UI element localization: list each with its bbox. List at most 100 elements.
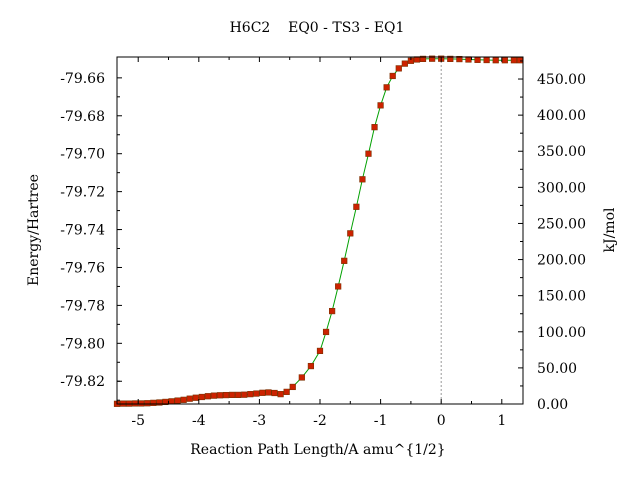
data-point-marker bbox=[483, 56, 490, 64]
data-point-marker bbox=[341, 257, 348, 264]
y2-axis-label: kJ/mol bbox=[602, 207, 618, 253]
data-point bbox=[516, 57, 524, 64]
data-point bbox=[395, 65, 402, 72]
x-tick-label: -4 bbox=[192, 413, 206, 429]
data-point bbox=[413, 56, 421, 63]
data-point bbox=[277, 391, 284, 398]
data-point-marker bbox=[210, 392, 218, 399]
data-point bbox=[138, 400, 145, 407]
data-point bbox=[174, 397, 181, 404]
data-point-marker bbox=[168, 398, 175, 405]
data-point bbox=[316, 347, 324, 355]
data-point bbox=[456, 55, 463, 63]
chart-title: H6C2 EQ0 - TS3 - EQ1 bbox=[230, 20, 405, 36]
x-tick-label: -2 bbox=[313, 413, 327, 429]
data-point-marker bbox=[401, 60, 408, 67]
data-point-marker bbox=[132, 400, 139, 407]
data-point bbox=[429, 55, 436, 62]
data-point-marker bbox=[510, 57, 518, 64]
data-point-marker bbox=[492, 57, 499, 64]
data-point-marker bbox=[271, 389, 278, 397]
data-point bbox=[180, 396, 187, 403]
data-point bbox=[377, 102, 384, 109]
data-point-marker bbox=[192, 394, 199, 401]
data-point bbox=[447, 55, 454, 62]
data-point bbox=[204, 393, 211, 400]
y2-tick-label: 400.00 bbox=[537, 108, 586, 124]
data-point bbox=[474, 56, 481, 63]
data-point-marker bbox=[365, 150, 372, 157]
data-point-marker bbox=[447, 55, 454, 62]
data-point bbox=[341, 257, 348, 264]
data-point bbox=[322, 328, 330, 336]
y-tick-label: -79.70 bbox=[60, 147, 105, 163]
data-point-marker bbox=[353, 203, 360, 210]
data-point bbox=[401, 60, 408, 67]
data-point bbox=[222, 391, 230, 399]
data-point bbox=[259, 389, 266, 396]
data-point bbox=[253, 390, 260, 397]
data-point bbox=[241, 391, 248, 398]
data-point bbox=[156, 399, 163, 406]
data-point-marker bbox=[347, 230, 354, 237]
data-point bbox=[329, 307, 336, 315]
data-point-marker bbox=[277, 391, 284, 398]
data-point bbox=[365, 150, 372, 157]
y-tick-label: -79.76 bbox=[60, 260, 105, 276]
y-tick-label: -79.72 bbox=[60, 185, 105, 201]
data-point bbox=[192, 394, 199, 401]
data-point-marker bbox=[156, 399, 163, 406]
data-point-marker bbox=[216, 392, 224, 399]
data-point-marker bbox=[241, 391, 248, 398]
x-tick-label: 1 bbox=[497, 413, 506, 429]
data-point-marker bbox=[283, 388, 290, 395]
data-point bbox=[247, 391, 254, 398]
data-point-marker bbox=[265, 389, 272, 396]
data-point-marker bbox=[180, 396, 187, 403]
data-point-marker bbox=[413, 56, 421, 63]
data-point-marker bbox=[419, 55, 427, 62]
data-point bbox=[383, 84, 390, 91]
y2-tick-label: 150.00 bbox=[537, 289, 586, 305]
data-point bbox=[335, 283, 342, 290]
data-point bbox=[353, 203, 360, 210]
y2-tick-label: 100.00 bbox=[537, 325, 586, 341]
data-point bbox=[359, 176, 366, 183]
data-point bbox=[283, 388, 290, 395]
y-tick-label: -79.80 bbox=[60, 336, 105, 352]
data-point-marker bbox=[456, 55, 463, 63]
data-point bbox=[289, 383, 296, 391]
data-point bbox=[307, 362, 315, 370]
data-point-marker bbox=[316, 347, 324, 355]
y2-tick-label: 50.00 bbox=[537, 361, 577, 377]
data-point-marker bbox=[253, 390, 260, 397]
data-point bbox=[186, 395, 193, 402]
data-point-marker bbox=[307, 362, 315, 370]
data-point bbox=[150, 399, 157, 406]
x-axis-label: Reaction Path Length/A amu^{1/2} bbox=[190, 442, 445, 458]
data-point bbox=[210, 392, 218, 399]
data-point-marker bbox=[359, 176, 366, 183]
data-point-marker bbox=[329, 307, 336, 315]
data-point-marker bbox=[138, 400, 145, 407]
data-point bbox=[371, 124, 378, 131]
data-point bbox=[492, 57, 499, 64]
data-point-marker bbox=[389, 72, 396, 80]
data-point bbox=[235, 391, 242, 398]
data-point bbox=[132, 400, 139, 407]
x-tick-label: -5 bbox=[131, 413, 145, 429]
data-point bbox=[347, 230, 354, 237]
x-tick-label: 0 bbox=[437, 413, 446, 429]
y-tick-label: -79.66 bbox=[60, 71, 105, 87]
data-point-marker bbox=[247, 391, 254, 398]
data-point-marker bbox=[186, 395, 193, 402]
data-point-marker bbox=[335, 283, 342, 290]
data-point bbox=[510, 57, 518, 64]
data-point bbox=[144, 400, 151, 407]
y2-tick-label: 350.00 bbox=[537, 144, 586, 160]
data-point-marker bbox=[150, 399, 157, 406]
data-point-marker bbox=[429, 55, 436, 62]
y2-tick-label: 450.00 bbox=[537, 72, 586, 88]
data-point-marker bbox=[235, 391, 242, 398]
